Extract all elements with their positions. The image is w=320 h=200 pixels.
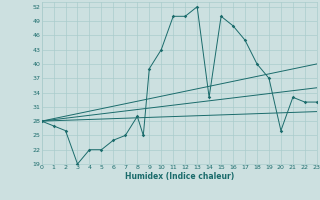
X-axis label: Humidex (Indice chaleur): Humidex (Indice chaleur): [124, 172, 234, 181]
